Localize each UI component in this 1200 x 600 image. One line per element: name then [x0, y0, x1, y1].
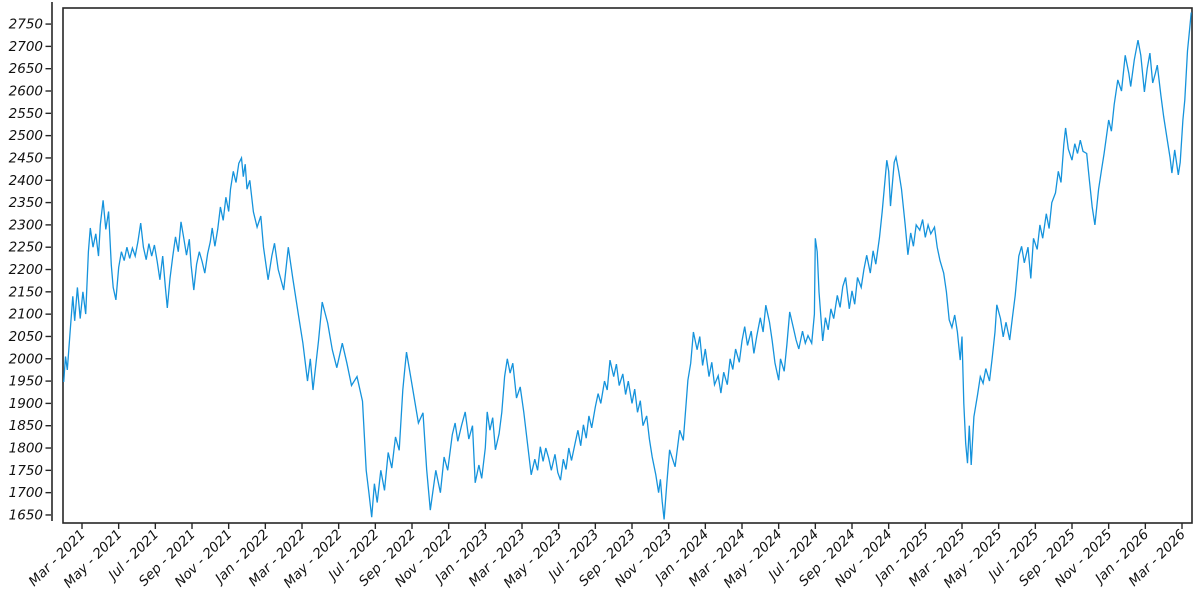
- y-tick-label: 2300: [9, 217, 43, 233]
- y-tick-label: 2500: [9, 128, 43, 144]
- y-tick-label: 2150: [9, 284, 43, 300]
- y-tick-label: 2750: [9, 17, 43, 33]
- y-tick-label: 2350: [9, 195, 43, 211]
- y-tick-label: 2700: [9, 39, 43, 55]
- plot-frame: [62, 7, 1193, 524]
- y-tick-label: 2250: [9, 240, 43, 256]
- y-tick-label: 2200: [9, 262, 43, 278]
- y-tick-label: 2550: [9, 106, 43, 122]
- y-tick-label: 1650: [9, 507, 43, 523]
- y-tick-label: 2600: [9, 84, 43, 100]
- y-tick-label: 2000: [9, 351, 43, 367]
- y-tick-label: 2450: [9, 150, 43, 166]
- y-tick-label: 1800: [9, 441, 43, 457]
- y-tick-label: 2400: [9, 173, 43, 189]
- y-tick-label: 1750: [9, 463, 43, 479]
- y-tick-label: 1950: [9, 374, 43, 390]
- series-line-price: [63, 12, 1192, 520]
- y-tick-label: 1700: [9, 485, 43, 501]
- y-tick-label: 2050: [9, 329, 43, 345]
- y-tick-label: 1850: [9, 418, 43, 434]
- y-tick-label: 1900: [9, 396, 43, 412]
- y-tick-label: 2100: [9, 307, 43, 323]
- y-tick-label: 2650: [9, 61, 43, 77]
